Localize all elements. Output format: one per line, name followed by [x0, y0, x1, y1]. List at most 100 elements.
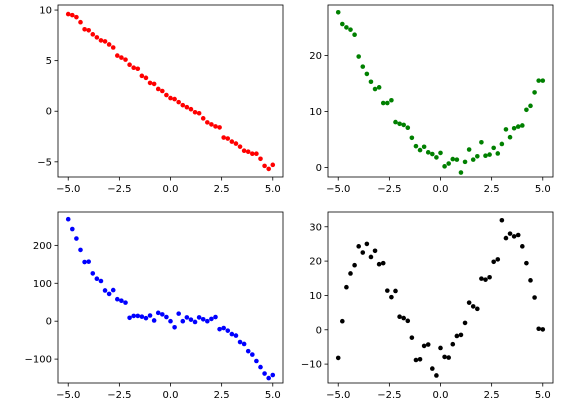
- data-point: [188, 106, 194, 112]
- data-point: [335, 355, 341, 361]
- data-point: [364, 71, 370, 77]
- data-point: [135, 66, 141, 72]
- data-point: [70, 226, 75, 232]
- data-point: [409, 135, 415, 141]
- data-point: [192, 109, 198, 115]
- data-point: [115, 296, 120, 302]
- data-point: [209, 316, 214, 322]
- data-point: [200, 317, 206, 322]
- data-point: [164, 314, 169, 320]
- data-point: [98, 278, 104, 284]
- data-point: [102, 288, 108, 293]
- data-point: [413, 357, 419, 363]
- data-point: [466, 300, 472, 305]
- data-point: [507, 231, 513, 236]
- data-point: [131, 313, 136, 319]
- y-tick-label: 20: [309, 257, 322, 268]
- data-point: [90, 32, 96, 37]
- data-point: [520, 244, 525, 249]
- data-point: [225, 328, 231, 333]
- data-point: [499, 141, 505, 147]
- data-point: [417, 357, 423, 362]
- data-point: [499, 217, 505, 223]
- x-tick-label: 2.5: [484, 184, 500, 195]
- data-point: [372, 86, 378, 92]
- x-tick-label: 2.5: [214, 184, 230, 195]
- data-point: [233, 141, 239, 146]
- data-point: [115, 53, 120, 58]
- data-point: [520, 123, 525, 128]
- data-point: [348, 27, 353, 32]
- x-tick-label: 2.5: [214, 390, 230, 401]
- y-tick-label: −5: [37, 157, 52, 168]
- data-point: [340, 21, 345, 27]
- data-point: [196, 315, 202, 320]
- data-point: [188, 317, 194, 322]
- data-point: [503, 127, 509, 132]
- data-point: [344, 284, 349, 290]
- data-point: [74, 14, 79, 20]
- data-point: [487, 274, 492, 280]
- data-point: [524, 260, 529, 266]
- data-point: [94, 276, 100, 282]
- data-point: [483, 153, 488, 159]
- data-point: [106, 42, 112, 47]
- x-tick-label: 0.0: [433, 184, 449, 195]
- data-point: [368, 254, 374, 260]
- data-point: [401, 315, 406, 321]
- data-point: [340, 318, 345, 324]
- data-point: [184, 104, 190, 110]
- x-tick-label: 2.5: [484, 390, 500, 401]
- data-point: [209, 122, 214, 127]
- x-tick-label: −5.0: [56, 184, 80, 195]
- y-tick-label: 0: [316, 325, 322, 336]
- data-point: [438, 345, 443, 351]
- x-tick-label: −2.5: [107, 390, 131, 401]
- data-point: [213, 314, 218, 320]
- data-point: [352, 262, 357, 268]
- data-point: [151, 318, 157, 323]
- data-point: [82, 259, 87, 265]
- data-point: [507, 134, 513, 140]
- data-point: [78, 247, 83, 253]
- data-point: [356, 244, 361, 249]
- y-tick-label: 10: [309, 107, 322, 118]
- data-point: [348, 271, 353, 276]
- data-point: [192, 319, 198, 325]
- data-point: [503, 235, 509, 241]
- data-point: [229, 139, 235, 144]
- data-point: [495, 257, 501, 262]
- data-point: [241, 341, 247, 347]
- y-tick-label: 0: [46, 107, 52, 118]
- data-point: [515, 232, 521, 238]
- data-point: [430, 366, 435, 371]
- data-point: [205, 318, 210, 324]
- data-point: [221, 135, 226, 140]
- data-point: [176, 99, 181, 105]
- data-point: [160, 88, 165, 94]
- data-point: [475, 153, 480, 159]
- subplot-top-left: −5.0 −2.5 0.0 2.5 5.0 −5 0 5 10: [37, 4, 284, 195]
- data-point: [458, 170, 464, 175]
- data-point: [164, 92, 169, 98]
- data-point: [368, 79, 374, 85]
- data-point: [127, 315, 132, 321]
- y-tick-label: 5: [46, 56, 52, 67]
- data-point: [229, 331, 235, 337]
- data-point: [540, 327, 546, 332]
- data-point: [470, 304, 476, 309]
- data-point: [258, 156, 263, 162]
- x-tick-label: 0.0: [163, 390, 179, 401]
- data-point: [119, 55, 124, 60]
- data-point: [491, 145, 496, 151]
- data-point: [450, 156, 456, 162]
- data-point: [405, 318, 411, 324]
- data-point: [65, 11, 71, 17]
- data-point: [217, 326, 222, 332]
- subplot-bottom-left: −5.0 −2.5 0.0 2.5 5.0 −100 0 100 200: [25, 211, 284, 401]
- data-point: [123, 57, 128, 62]
- data-point: [110, 287, 116, 293]
- data-point: [225, 136, 231, 141]
- data-point: [540, 78, 546, 83]
- y-tick-label: 0: [46, 317, 52, 328]
